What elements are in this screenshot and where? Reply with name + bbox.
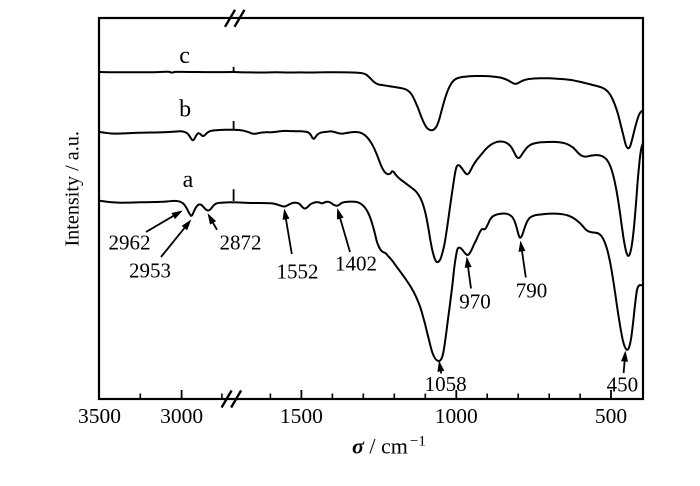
svg-text:2953: 2953	[129, 258, 171, 282]
svg-text:b: b	[179, 97, 191, 123]
svg-text:3500: 3500	[78, 404, 121, 428]
svg-text:1058: 1058	[425, 372, 467, 396]
svg-text:3000: 3000	[160, 404, 203, 428]
svg-text:450: 450	[607, 373, 639, 397]
svg-text:1500: 1500	[280, 404, 323, 428]
svg-text:500: 500	[595, 404, 627, 428]
svg-text:1552: 1552	[277, 260, 319, 284]
svg-text:790: 790	[516, 279, 548, 303]
svg-text:1402: 1402	[335, 252, 377, 276]
svg-text:c: c	[179, 43, 190, 69]
svg-text:σ / cm−1: σ / cm −1	[352, 434, 426, 459]
svg-text:2872: 2872	[220, 230, 262, 254]
svg-text:a: a	[183, 167, 194, 193]
svg-text:Intensity / a.u.: Intensity / a.u.	[62, 131, 84, 247]
svg-text:2962: 2962	[109, 230, 151, 254]
svg-text:970: 970	[459, 290, 491, 314]
svg-text:1000: 1000	[435, 404, 478, 428]
